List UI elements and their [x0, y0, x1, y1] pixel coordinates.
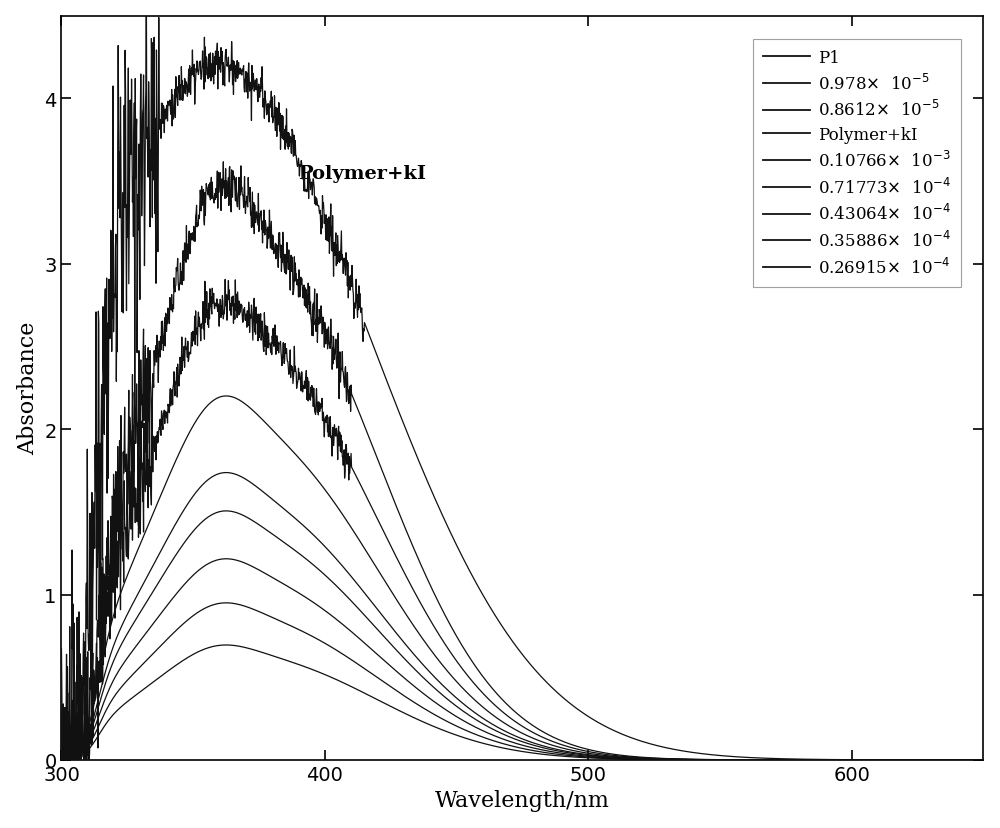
Text: Polymer+kI: Polymer+kI — [299, 165, 427, 182]
X-axis label: Wavelength/nm: Wavelength/nm — [435, 789, 610, 811]
Y-axis label: Absorbance: Absorbance — [17, 322, 39, 455]
Legend: P1, 0.978$\times$  10$^{-5}$, 0.8612$\times$  10$^{-5}$, Polymer+kI, 0.10766$\ti: P1, 0.978$\times$ 10$^{-5}$, 0.8612$\tim… — [753, 40, 961, 287]
